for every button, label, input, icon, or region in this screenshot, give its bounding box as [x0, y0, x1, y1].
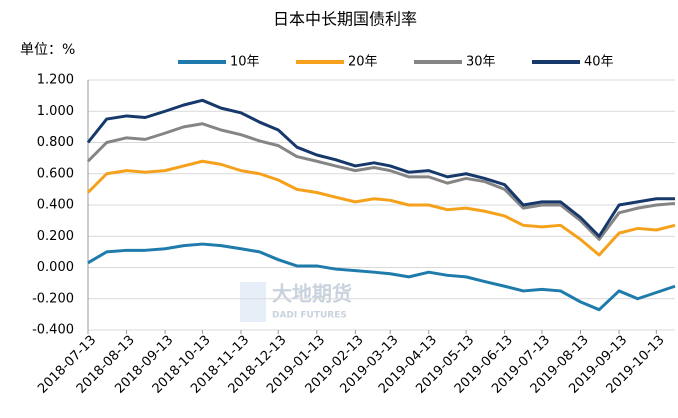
chart-title: 日本中长期国债利率	[273, 10, 417, 29]
y-tick-label: -0.200	[32, 291, 74, 306]
legend-label: 30年	[466, 55, 496, 70]
series-line	[86, 159, 676, 257]
y-tick-label: 0.000	[37, 260, 74, 275]
series-line	[86, 98, 675, 238]
y-tick-label: 1.200	[37, 73, 74, 88]
y-tick-label: -0.400	[32, 323, 74, 338]
y-tick-label: 0.600	[37, 166, 74, 181]
legend-label: 10年	[230, 55, 260, 70]
series-line	[86, 122, 676, 241]
watermark: DADI FUTURES	[272, 311, 347, 321]
y-tick-label: 1.000	[37, 104, 74, 119]
y-tick-label: 0.200	[37, 229, 74, 244]
y-tick-label: 0.800	[37, 135, 74, 150]
y-unit: 单位：%	[20, 42, 75, 58]
watermark: 大地期货	[272, 282, 352, 306]
watermark-logo	[240, 282, 266, 322]
legend-label: 40年	[584, 55, 614, 70]
legend-label: 20年	[348, 55, 378, 70]
y-tick-label: 0.400	[37, 198, 74, 213]
series-line	[87, 242, 676, 312]
